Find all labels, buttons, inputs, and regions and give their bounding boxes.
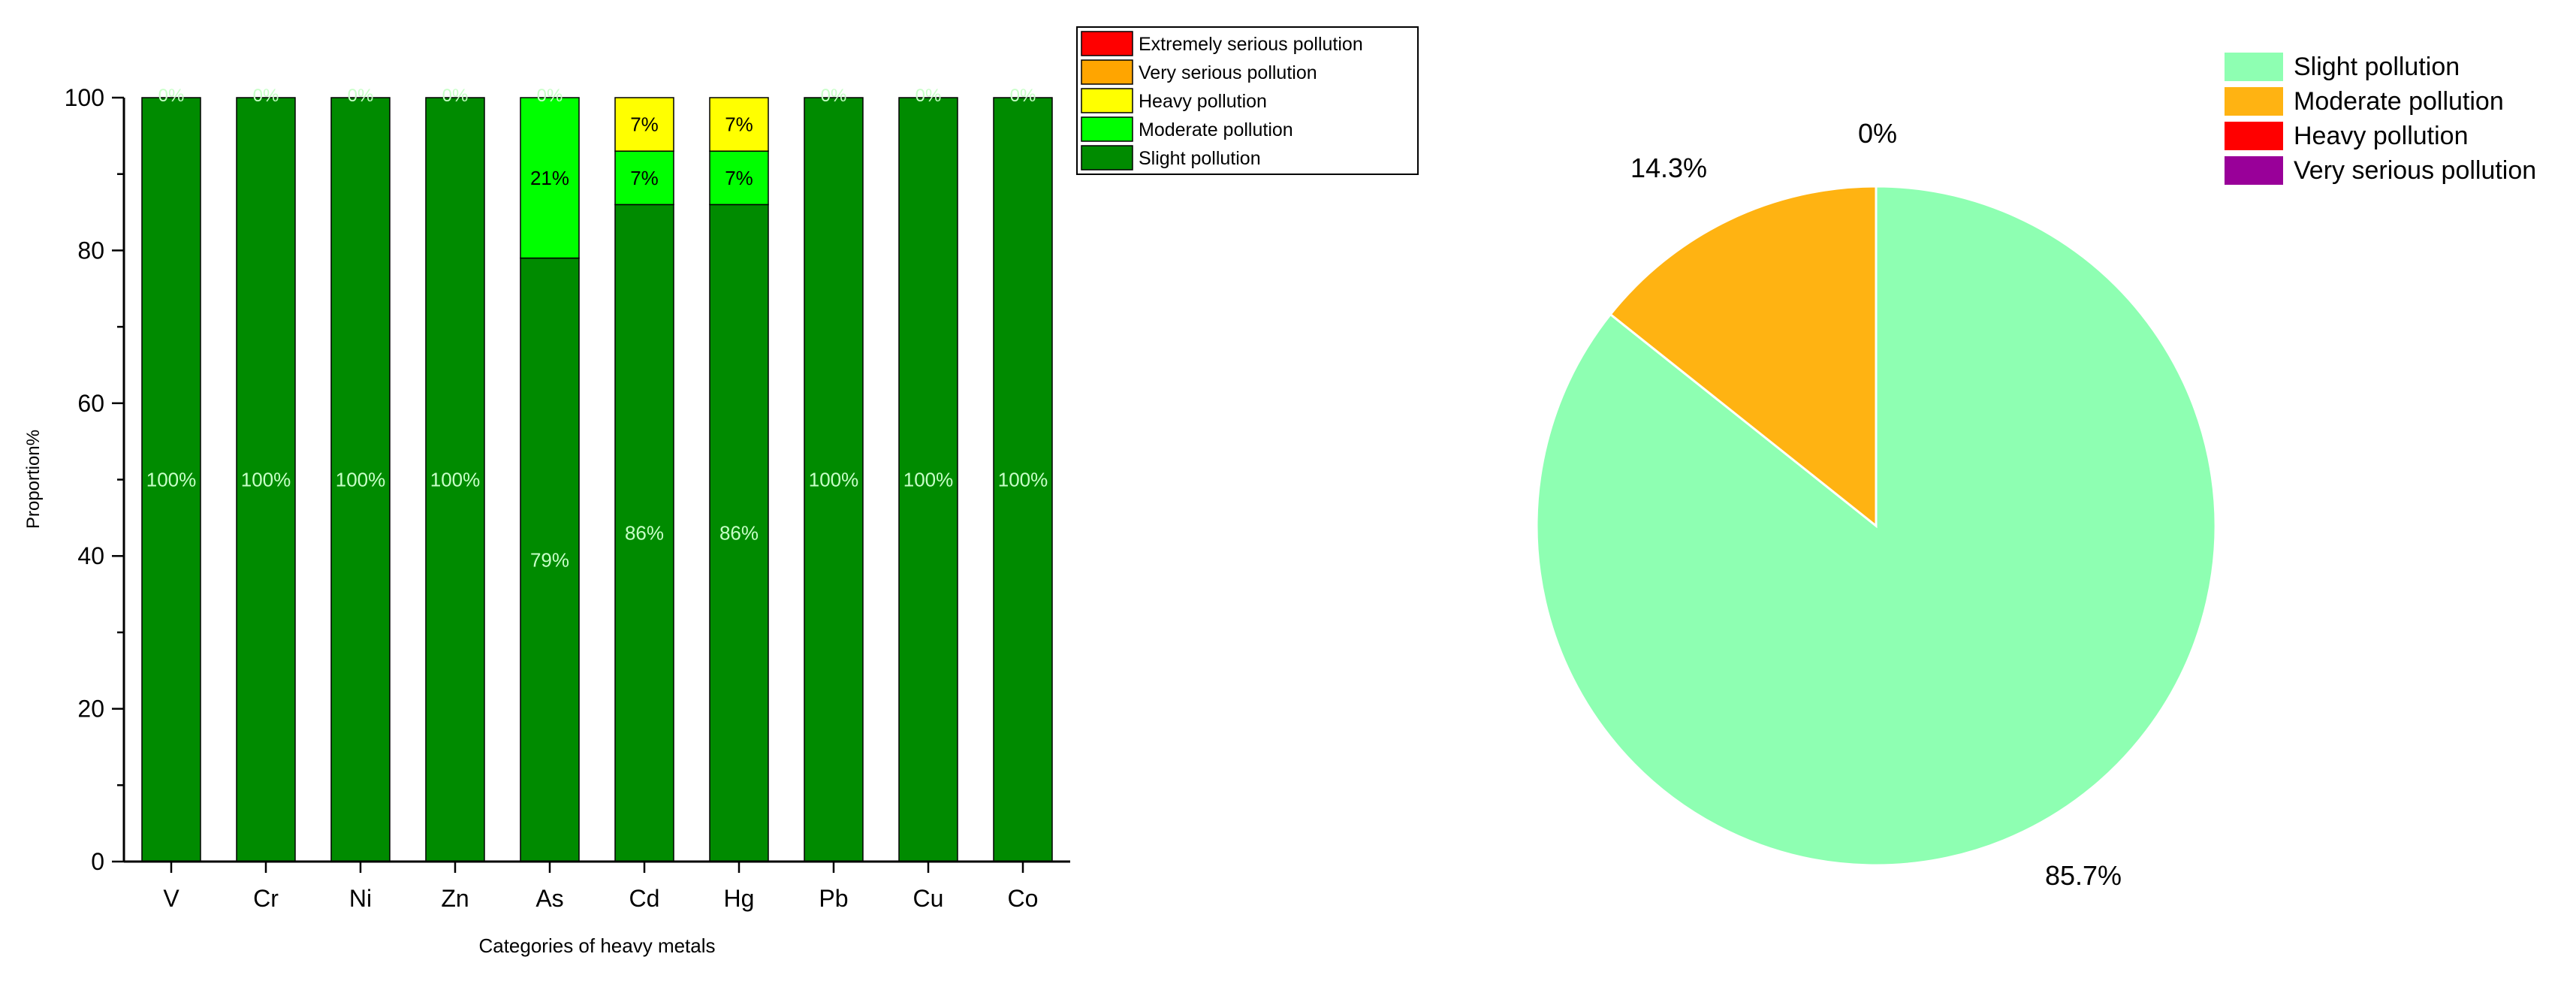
bar-segment [993,97,1053,862]
x-tick-label: As [535,885,563,912]
bar-data-label: 7% [725,167,753,189]
bar-data-labels: 100% 0% 100% 0% 100% 0% 100% 0% 79% 21% 0% 86% 7% 7% 8… [146,86,1048,571]
bar-segment [520,97,580,259]
x-tick-label: Cd [629,885,660,912]
x-tick-label: Cu [913,885,944,912]
bar-chart: 100% 0% 100% 0% 100% 0% 100% 0% 79% 21% 0% 86% 7% 7% 8… [23,26,1419,957]
pie-legend-swatch [2225,87,2283,116]
bar-segment [709,204,769,862]
x-axis-label: Categories of heavy metals [478,934,715,957]
bar-legend-label: Slight pollution [1139,148,1261,169]
bar-data-label: 100% [903,469,954,491]
x-tick-label: Pb [819,885,848,912]
pie-slice [1535,185,2217,867]
x-tick-label: Co [1008,885,1039,912]
bar-segment [330,97,391,862]
bar-segment [898,97,958,862]
bar-data-label: 100% [241,469,291,491]
bar-data-label: 100% [809,469,859,491]
bar-segment [520,257,580,862]
bar-segment [236,97,296,862]
bar-legend-label: Very serious pollution [1139,62,1317,83]
bar-data-label: 100% [430,469,481,491]
bar-segment [614,97,674,152]
y-tick-label: 100 [65,84,104,111]
bar-segment [425,97,485,862]
x-tick-label: Cr [253,885,279,912]
y-axis-label: Proportion% [23,430,44,529]
bar-legend-swatch [1081,59,1133,85]
x-tick-label: Ni [349,885,372,912]
pie-label-moderate: 14.3% [1630,152,1707,183]
bar-data-label: 7% [630,113,659,136]
bar-segment [709,150,769,206]
pie-legend-label: Heavy pollution [2294,122,2468,150]
bar-legend-frame [1076,26,1419,175]
bar-top-label: 0% [348,86,374,106]
pie-slices [1535,185,2217,867]
pie-slice [1609,185,1878,529]
bar-top-label: 0% [442,86,469,106]
pie-legend: Slight pollution Moderate pollution Heavy … [2225,53,2536,185]
bar-top-label: 0% [537,86,563,106]
bar-legend-label: Moderate pollution [1139,119,1293,140]
bar-segment [614,150,674,206]
bar-data-label: 7% [725,113,753,136]
pie-legend-label: Very serious pollution [2294,156,2536,185]
x-tick-label: Zn [441,885,469,912]
y-tick-label: 0 [91,848,104,875]
bar-top-label: 0% [253,86,279,106]
bar-legend-label: Heavy pollution [1139,91,1267,112]
pie-legend-swatch [2225,122,2283,150]
bar-data-label: 86% [625,522,664,545]
pie-legend-swatch [2225,53,2283,81]
bar-data-label: 7% [630,167,659,189]
bar-top-label: 0% [158,86,185,106]
bar-data-label: 100% [998,469,1048,491]
bar-legend-swatch [1081,116,1133,142]
y-tick-label: 20 [77,696,104,723]
bar-data-label: 100% [336,469,386,491]
y-axis-ticks: 0 20 40 60 80 100 [65,84,124,875]
bar-data-label: 100% [146,469,197,491]
bar-segment [141,97,201,862]
bar-top-label: 0% [915,86,942,106]
bar-data-label: 21% [530,167,569,189]
y-tick-label: 60 [77,390,104,417]
x-axis-ticks: V Cr Ni Zn As Cd Hg Pb Cu Co [163,862,1038,912]
x-tick-label: Hg [724,885,755,912]
bar-legend-swatch [1081,31,1133,56]
x-tick-label: V [163,885,179,912]
bar-legend: Extremely serious pollution Very serious … [1076,26,1419,175]
bar-segment [709,97,769,152]
pie-label-slight: 85.7% [2045,860,2122,891]
bar-segment [804,97,864,862]
pie-legend-label: Moderate pollution [2294,87,2504,116]
y-tick-label: 40 [77,542,104,569]
bar-area [141,97,1053,862]
pie-chart: 85.7% 14.3% 0% Slight pollution Moderate … [1535,53,2536,891]
y-tick-label: 80 [77,237,104,264]
bar-top-label: 0% [1010,86,1036,106]
bar-legend-swatch [1081,88,1133,113]
bar-legend-label: Extremely serious pollution [1139,34,1363,55]
pie-label-heavy: 0% [1858,118,1897,149]
bar-legend-swatch [1081,145,1133,171]
bar-data-label: 86% [719,522,759,545]
pie-legend-label: Slight pollution [2294,53,2460,81]
bar-data-label: 79% [530,548,569,571]
bar-top-label: 0% [821,86,847,106]
pie-legend-swatch [2225,156,2283,185]
bar-legend-items: Extremely serious pollution Very serious … [1081,31,1363,171]
